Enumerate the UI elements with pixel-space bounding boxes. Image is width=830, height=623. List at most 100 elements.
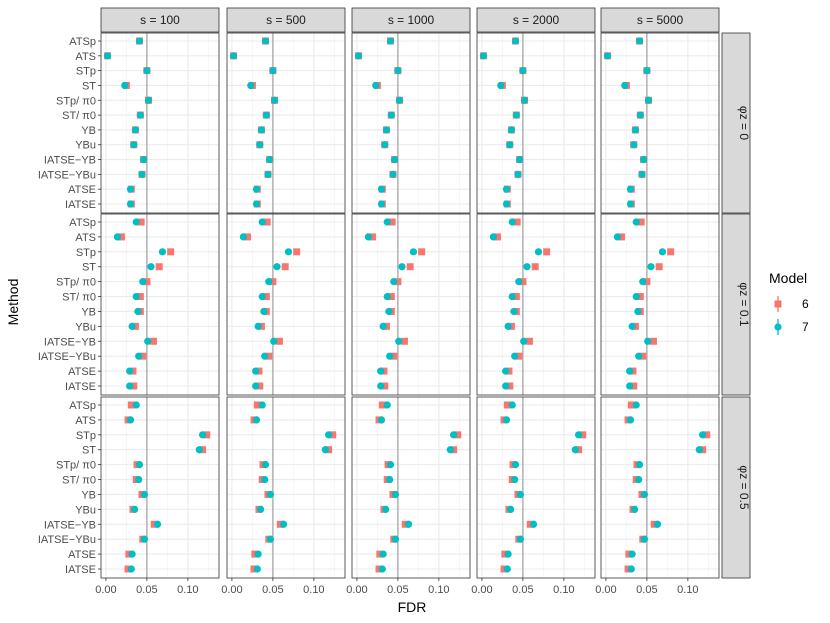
data-point-model-6: [387, 293, 395, 301]
data-point-model-6: [667, 248, 675, 256]
data-point-model-6: [265, 352, 273, 360]
data-point-model-7: [252, 367, 260, 375]
data-point-model-7: [379, 322, 387, 330]
facet-panel: [600, 396, 720, 579]
column-strip-label: s = 5000: [637, 13, 684, 27]
data-point-model-7: [273, 263, 281, 271]
facet-panel: [226, 396, 346, 579]
facet-panel: [100, 396, 220, 579]
data-point-model-7: [134, 307, 142, 316]
data-point-model-7: [126, 185, 135, 193]
column-strip-bg: [351, 7, 471, 33]
data-point-model-6: [543, 248, 551, 256]
y-tick-label: IATSE: [65, 564, 96, 576]
data-point-model-6: [649, 337, 657, 345]
data-point-model-7: [534, 248, 543, 256]
y-tick-label: ST/ π0: [62, 292, 96, 304]
y-tick-label: IATSE−YB: [44, 336, 96, 348]
legend-key-square: [774, 300, 782, 308]
y-axis-ticks: ATSp ATS STp ST STp/ π0 ST/ π0 YB YBu IATSE−YB IA…: [38, 36, 101, 576]
data-point-model-6: [400, 337, 408, 345]
y-tick-label: STp: [76, 430, 96, 442]
data-point-model-6: [263, 218, 271, 226]
data-point-model-7: [632, 292, 640, 301]
data-point-model-7: [631, 126, 640, 134]
y-tick-label: ATSE: [68, 366, 96, 378]
y-tick-label: IATSE−YBu: [38, 169, 96, 181]
data-point-model-7: [523, 263, 531, 271]
y-tick-label: YB: [81, 306, 96, 318]
panel-border: [600, 396, 720, 579]
data-point-model-7: [512, 111, 520, 119]
x-tick-label: 0.00: [346, 584, 367, 596]
data-point-model-7: [626, 416, 635, 424]
data-point-model-7: [258, 401, 266, 409]
data-point-model-6: [203, 431, 211, 439]
data-point-model-7: [126, 416, 135, 424]
data-point-model-7: [502, 416, 511, 424]
data-point-model-6: [525, 337, 533, 345]
facet-panel: [600, 32, 720, 214]
data-point-model-7: [387, 111, 395, 119]
facet-panel: [226, 213, 346, 396]
data-point-model-7: [520, 337, 528, 345]
data-point-model-7: [515, 278, 523, 286]
x-axis-title: FDR: [398, 599, 427, 615]
data-point-model-6: [406, 263, 414, 271]
y-tick-label: ATS: [75, 51, 96, 63]
data-point-model-7: [511, 475, 519, 484]
data-point-model-7: [511, 37, 520, 45]
x-tick-label: 0.10: [177, 584, 198, 596]
data-point-model-7: [516, 490, 525, 499]
data-point-model-7: [626, 200, 635, 208]
data-point-model-6: [139, 352, 147, 360]
data-point-model-7: [143, 67, 151, 75]
data-point-model-7: [383, 218, 391, 226]
data-point-model-7: [382, 126, 391, 134]
data-point-model-7: [377, 367, 385, 375]
data-point-model-7: [158, 248, 167, 256]
data-point-model-6: [143, 278, 151, 286]
y-tick-label: ATSp: [69, 217, 96, 229]
data-point-model-7: [510, 307, 518, 316]
data-point-model-7: [383, 292, 391, 301]
data-point-model-7: [258, 292, 266, 301]
data-point-model-6: [388, 218, 396, 226]
data-point-model-7: [239, 233, 247, 241]
data-point-model-7: [636, 111, 644, 119]
data-point-model-7: [571, 446, 579, 454]
data-point-model-6: [655, 263, 663, 271]
data-point-model-7: [446, 446, 454, 454]
data-point-model-7: [131, 126, 140, 134]
y-axis-title: Method: [5, 279, 21, 326]
data-point-model-7: [261, 352, 269, 360]
panel-background: [101, 33, 219, 213]
data-point-model-7: [603, 52, 612, 60]
column-strip-bg: [100, 7, 220, 33]
x-tick-label: 0.10: [677, 584, 698, 596]
panel-background: [352, 33, 470, 213]
data-point-model-6: [493, 233, 501, 241]
data-point-model-7: [395, 337, 403, 345]
data-point-model-7: [138, 170, 146, 178]
x-tick-label: 0.05: [512, 584, 533, 596]
panel-border: [226, 213, 346, 396]
data-point-model-7: [279, 520, 288, 528]
data-point-model-7: [270, 337, 278, 345]
data-point-model-7: [270, 96, 279, 104]
data-point-model-6: [269, 278, 277, 286]
data-point-model-7: [126, 367, 134, 375]
y-tick-label: IATSE−YB: [44, 519, 96, 531]
data-point-model-7: [394, 67, 402, 75]
data-point-model-7: [247, 81, 255, 90]
data-point-model-7: [695, 446, 703, 454]
y-tick-label: IATSE−YBu: [38, 351, 96, 363]
data-point-model-7: [506, 141, 514, 149]
data-point-model-6: [636, 293, 644, 301]
data-point-model-7: [520, 96, 529, 104]
data-point-model-7: [377, 185, 386, 193]
x-axis-ticks: 0.00 0.05 0.10 0.00 0.05 0.10 0.00 0.05 0.10 0.00…: [95, 578, 699, 596]
data-point-model-7: [254, 550, 262, 558]
data-point-model-7: [266, 490, 275, 499]
y-tick-label: YB: [81, 489, 96, 501]
